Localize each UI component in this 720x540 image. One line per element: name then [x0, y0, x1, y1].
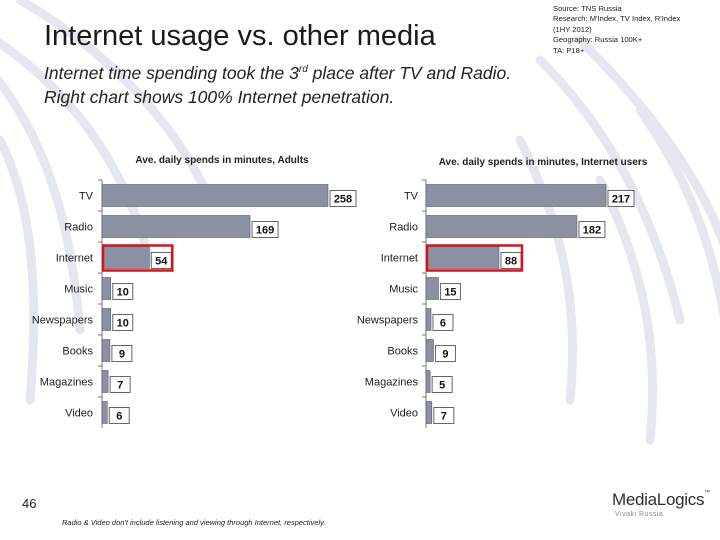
data-label-box	[108, 407, 130, 424]
chart-title: Ave. daily spends in minutes, Internet u…	[439, 157, 648, 168]
data-label-box	[112, 314, 134, 331]
subtitle-superscript: rd	[298, 64, 308, 75]
data-label-box	[251, 221, 279, 238]
category-label: Radio	[64, 222, 93, 234]
chart-title: Ave. daily spends in minutes, Adults	[135, 155, 309, 166]
bar-music	[425, 277, 439, 300]
page-title: Internet usage vs. other media	[44, 20, 436, 52]
category-label: Newspapers	[32, 315, 94, 327]
data-label: 6	[116, 411, 122, 423]
bar-books	[425, 339, 434, 362]
category-label: Magazines	[40, 377, 94, 389]
data-label: 10	[117, 318, 129, 330]
data-label: 169	[256, 225, 274, 237]
medialogics-logo: MediaLogics™ Vivaki Russia	[612, 490, 712, 518]
data-label: 54	[155, 256, 168, 268]
data-label: 15	[444, 287, 456, 299]
source-line: Source: TNS Russia	[553, 4, 622, 13]
subtitle-text: Internet time spending took the 3	[44, 62, 299, 83]
subtitle-text: place after TV and Radio.	[307, 62, 512, 83]
category-label: Newspapers	[357, 315, 419, 327]
footnote: Radio & Video don't include listening an…	[62, 518, 326, 527]
category-label: Music	[64, 284, 93, 296]
subtitle-line-2: Right chart shows 100% Internet penetrat…	[44, 86, 395, 107]
data-label: 5	[439, 380, 445, 392]
data-label-box	[433, 407, 455, 424]
data-label: 7	[117, 380, 123, 392]
data-label-box	[329, 190, 357, 207]
internet-highlight-frame	[425, 244, 524, 272]
data-label: 6	[440, 318, 446, 330]
data-label-box	[431, 376, 453, 393]
category-label: Video	[390, 408, 418, 420]
logo-wordmark: MediaLogics™	[612, 490, 712, 510]
source-line: TA: P18+	[553, 45, 585, 55]
bar-tv	[101, 184, 329, 207]
category-label: Internet	[56, 253, 93, 265]
logo-tagline: Vivaki Russia	[615, 511, 664, 518]
subtitle: Internet time spending took the 3rd plac…	[44, 58, 511, 109]
data-label: 258	[334, 194, 352, 206]
bar-tv	[425, 184, 607, 207]
bar-newspapers	[425, 308, 432, 331]
bar-internet	[425, 246, 500, 269]
category-label: Magazines	[365, 377, 419, 389]
bar-music	[101, 277, 112, 300]
bar-magazines	[425, 370, 431, 393]
category-label: Books	[387, 346, 418, 358]
page-number: 46	[22, 496, 37, 511]
bar-video	[425, 401, 433, 424]
data-label-box	[434, 345, 456, 362]
category-label: Video	[65, 408, 93, 420]
category-label: Internet	[381, 253, 418, 265]
data-label-box	[112, 283, 134, 300]
source-line: Research: M'Index, TV Index, R'Index	[553, 14, 681, 24]
category-label: TV	[404, 191, 419, 203]
category-label: Books	[62, 346, 93, 358]
category-label: TV	[79, 191, 94, 203]
bar-newspapers	[101, 308, 112, 331]
data-label-box	[578, 221, 606, 238]
data-label-box	[432, 314, 454, 331]
logo-trademark: ™	[704, 490, 710, 496]
bar-magazines	[101, 370, 109, 393]
subtitle-line-1: Internet time spending took the 3rd plac…	[44, 58, 511, 85]
bar-radio	[425, 215, 578, 238]
data-label-box	[111, 345, 133, 362]
source-line: (1HY 2012)	[553, 24, 592, 34]
bar-video	[101, 401, 108, 424]
data-label-box	[109, 376, 131, 393]
category-label: Radio	[389, 222, 418, 234]
data-label: 9	[442, 349, 448, 361]
category-label: Music	[389, 284, 418, 296]
data-label: 217	[612, 194, 630, 206]
source-line: Geography: Russia 100K+	[553, 35, 643, 45]
data-label: 9	[119, 349, 125, 361]
data-label: 10	[117, 287, 129, 299]
bar-radio	[101, 215, 251, 238]
data-label: 182	[583, 225, 601, 237]
data-label-box	[439, 283, 461, 300]
logo-name: MediaLogics	[612, 490, 705, 509]
source-note: Source: TNS Russia Research: M'Index, TV…	[553, 4, 718, 56]
data-label: 88	[505, 256, 517, 268]
bar-internet	[101, 246, 150, 269]
internet-highlight-frame	[101, 244, 174, 272]
bar-books	[101, 339, 111, 362]
data-label: 7	[441, 411, 447, 423]
data-label-box	[607, 190, 635, 207]
